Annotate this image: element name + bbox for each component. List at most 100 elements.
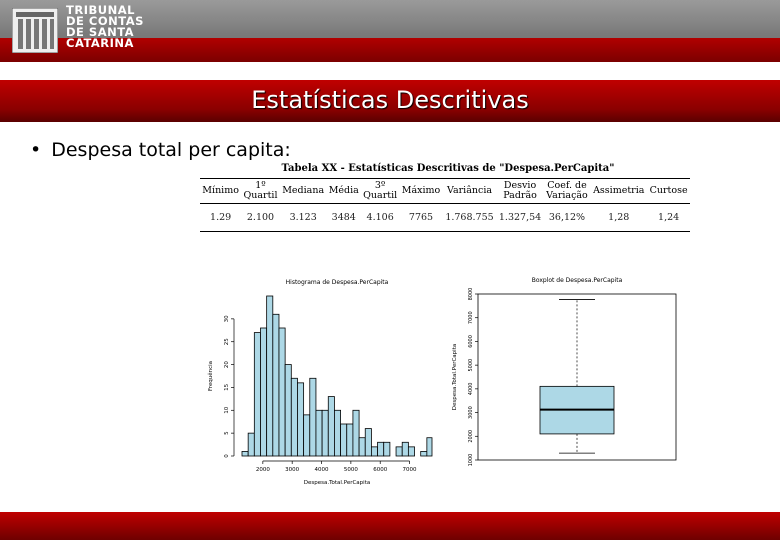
table-cell: 1,24 [647,203,690,232]
histogram-bar [241,451,249,457]
histogram-bar [346,423,354,457]
y-tick-label: 8000 [468,288,474,301]
boxplot-chart: Boxplot de Despesa.PerCapita 1000 2000 3000… [452,277,677,467]
table-cell: 1.29 [200,203,242,232]
col-header-text: Variação [546,190,588,201]
histogram-bar [309,377,317,457]
table-cell: 1.768.755 [442,203,497,232]
histogram-bar [352,409,360,457]
histogram-bar [303,414,311,457]
tribunal-logo-icon [12,8,58,53]
histogram-bar [358,437,366,457]
table-cell: 3484 [326,203,361,232]
y-tick-label: 5 [224,431,230,435]
col-header: Coef. de Variação [543,178,591,204]
y-tick-label: 1000 [468,454,474,467]
histogram-bar [247,432,255,457]
table-cell: 1,28 [590,203,648,232]
x-tick-label: 6000 [373,467,387,473]
y-tick-label: 15 [224,383,230,390]
chart-title: Histograma de Despesa.PerCapita [286,279,389,286]
y-axis-label: Frequência [207,361,214,391]
histogram-bar [401,441,409,457]
col-header-text: Assimetria [593,185,645,196]
y-axis-label: Despesa.Total.PerCapita [452,344,458,410]
histogram-bar [272,313,280,457]
histogram-bar [383,441,391,457]
y-tick-label: 3000 [468,406,474,419]
stats-table: Mínimo 1º Quartil Mediana Média 3º Quartil… [200,178,690,232]
table-cell: 7765 [399,203,443,232]
y-tick-label: 10 [224,406,230,413]
histogram-bar [426,437,433,457]
table-header-row: Mínimo 1º Quartil Mediana Média 3º Quartil… [200,178,690,204]
histogram-bar [334,409,341,457]
footer-bar [0,512,780,540]
brand-line: DE SANTA [66,25,135,39]
table-cell: 3.123 [279,203,327,232]
histogram-bar [260,327,268,457]
bullet-text: Despesa total per capita: [51,139,291,161]
col-header: Média [326,178,361,204]
table-cell: 2.100 [241,203,280,232]
x-tick-label: 5000 [344,467,358,473]
plot-frame [477,293,677,461]
col-header: Variância [442,178,497,204]
col-header-text: Desvio [503,180,537,191]
brand-name: TRIBUNAL DE CONTAS DE SANTA CATARINA [66,3,144,50]
col-header: 3º Quartil [360,178,400,204]
col-header: Máximo [399,178,443,204]
histogram-chart: Histograma de Despesa.PerCapita 0 5 10 15 20 2… [207,279,433,486]
histogram-bar [407,446,415,457]
y-tick-label: 25 [224,338,230,345]
col-header: Curtose [647,178,690,204]
col-header: Desvio Padrão [496,178,544,204]
x-tick-label: 4000 [315,467,329,473]
y-tick-label: 20 [224,361,230,368]
header: TRIBUNAL DE CONTAS DE SANTA CATARINA [0,0,780,62]
brand-line: DE CONTAS [66,14,144,28]
bullet-item: • Despesa total per capita: [30,139,291,161]
histogram-bar [297,382,305,457]
col-header-text: Mínimo [202,185,239,196]
brand-line: TRIBUNAL [66,3,135,17]
col-header-text: Quartil [243,190,278,201]
y-tick-label: 6000 [468,335,474,348]
table-cell: 4.106 [360,203,400,232]
y-tick-label: 5000 [468,359,474,372]
table-cell: 1.327,54 [496,203,544,232]
histogram-bar [315,409,323,457]
y-tick-label: 4000 [468,382,474,395]
table-cell: 36,12% [543,203,591,232]
x-tick-label: 7000 [403,467,417,473]
histogram-bar [371,446,378,457]
histogram-bar [253,332,261,457]
histogram-bar [266,295,274,457]
brand-line: CATARINA [66,36,134,50]
x-tick-label: 3000 [285,467,299,473]
col-header-text: 3º [374,180,386,191]
x-tick-label: 2000 [256,467,270,473]
histogram-bar [321,409,329,457]
histogram-bar [420,451,428,457]
histogram-bar [377,441,385,457]
histogram-bar [290,377,298,457]
col-header-text: Média [328,185,359,196]
header-red-band [0,38,780,62]
col-header-text: Máximo [401,185,441,196]
col-header-text: Quartil [363,190,398,201]
histogram-bar [340,423,348,457]
col-header-text: Padrão [503,190,537,201]
col-header-text: Variância [446,185,493,196]
histogram-bar [327,396,335,457]
x-axis-label: Despesa.Total.PerCapita [304,480,370,486]
title-bar [0,80,780,122]
col-header-text: Curtose [649,185,688,196]
chart-title: Boxplot de Despesa.PerCapita [532,277,623,284]
slide-title: Estatísticas Descritivas [251,86,529,114]
histogram-bar [284,364,292,457]
y-tick-label: 30 [224,315,230,322]
table-title: Tabela XX - Estatísticas Descritivas de … [281,163,615,174]
col-header: Mínimo [200,178,242,204]
col-header: Assimetria [590,178,648,204]
